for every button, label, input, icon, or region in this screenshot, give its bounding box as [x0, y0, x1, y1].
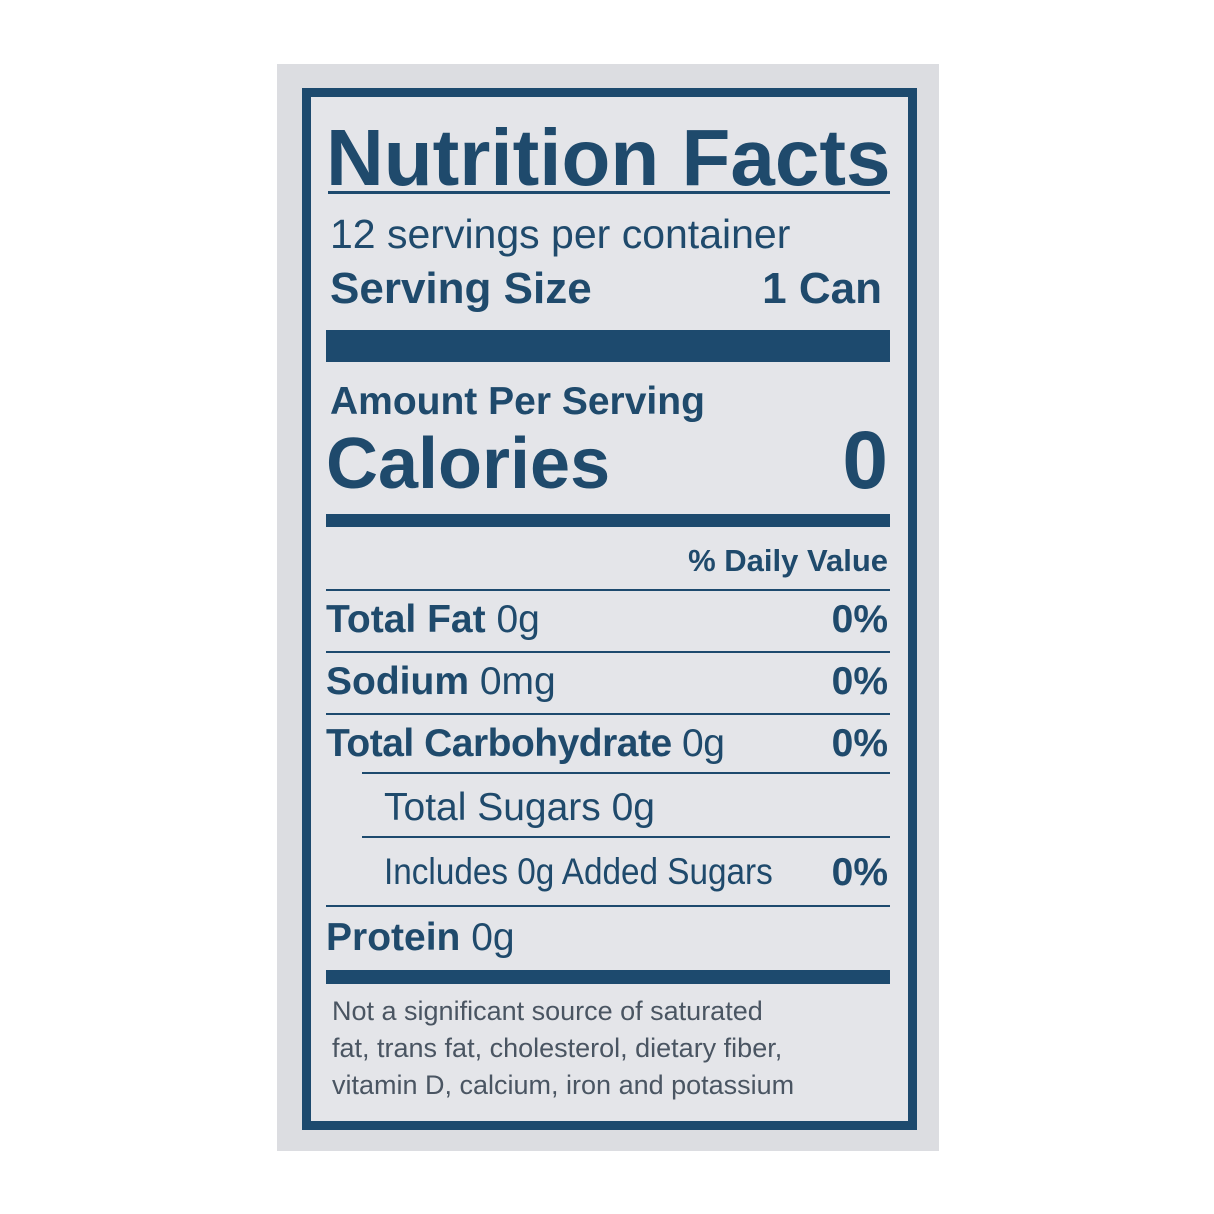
medium-bar — [326, 514, 890, 527]
nutrient-amount: 0g — [471, 916, 515, 959]
calories-label: Calories — [326, 424, 611, 504]
nutrient-name: Sodium — [326, 660, 469, 703]
footnote-line: vitamin D, calcium, iron and potassium — [332, 1070, 795, 1100]
divider — [326, 713, 890, 715]
calories-value: 0 — [842, 415, 888, 506]
divider — [326, 651, 890, 653]
nutrient-amount: 0g — [682, 722, 725, 765]
divider — [328, 191, 890, 194]
thick-bar — [326, 970, 890, 984]
nutrient-row-total-sugars: Total Sugars 0g — [384, 786, 656, 829]
amount-per-serving: Amount Per Serving — [330, 380, 705, 423]
nutrition-label — [302, 88, 917, 1130]
serving-size-label: Serving Size — [330, 264, 592, 313]
nutrient-name: Protein — [326, 916, 461, 959]
thick-bar — [326, 330, 890, 362]
divider — [326, 589, 890, 591]
nutrient-dv: 0% — [831, 722, 888, 765]
nutrient-dv: 0% — [831, 851, 888, 894]
footnote-line: fat, trans fat, cholesterol, dietary fib… — [332, 1033, 783, 1063]
servings-per-container: 12 servings per container — [330, 211, 791, 257]
divider — [362, 836, 890, 838]
nutrient-dv: 0% — [831, 598, 888, 641]
nutrient-amount: 0g — [496, 598, 540, 641]
nutrient-name: Total Carbohydrate — [326, 722, 672, 765]
nutrient-dv: 0% — [831, 660, 888, 703]
nutrient-row-protein: Protein 0g — [326, 918, 515, 957]
nutrient-name: Total Fat — [326, 598, 486, 641]
daily-value-header: % Daily Value — [688, 543, 888, 578]
serving-size-value: 1 Can — [762, 264, 882, 313]
divider — [362, 772, 890, 774]
footnote-line: Not a significant source of saturated — [332, 996, 763, 1026]
nutrient-name: Includes 0g Added Sugars — [384, 851, 773, 892]
divider — [326, 905, 890, 907]
nutrient-amount: 0mg — [479, 660, 556, 703]
label-title: Nutrition Facts — [326, 113, 891, 202]
